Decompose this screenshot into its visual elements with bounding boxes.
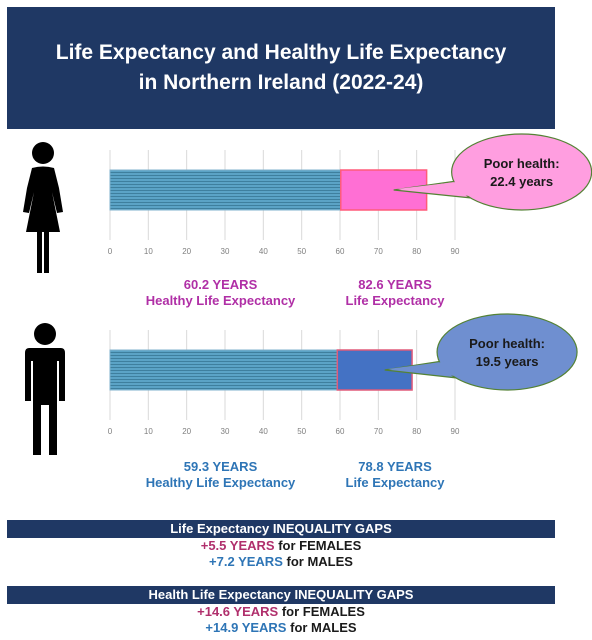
male-bubble-line-1: Poor health: — [469, 336, 545, 351]
female-tick-label: 80 — [412, 247, 421, 256]
le-gap-female: +5.5 YEARS for FEMALES — [7, 538, 555, 554]
hle-gap-male-text: for MALES — [290, 620, 357, 635]
male-person-icon — [25, 323, 65, 455]
female-total-text: Life Expectancy — [345, 293, 445, 308]
male-callout-pointer-fill — [387, 361, 457, 376]
female-person-icon — [23, 142, 63, 273]
male-tick-label: 30 — [221, 427, 230, 436]
hle-gaps-box: Health Life Expectancy INEQUALITY GAPS +… — [7, 586, 555, 636]
female-healthy-text: Healthy Life Expectancy — [145, 293, 296, 308]
le-gaps-title: Life Expectancy INEQUALITY GAPS — [7, 520, 555, 538]
hle-gap-female-text: for FEMALES — [281, 604, 365, 619]
hle-gap-male: +14.9 YEARS for MALES — [7, 620, 555, 636]
female-tick-label: 40 — [259, 247, 268, 256]
male-tick-label: 40 — [259, 427, 268, 436]
title-line-1: Life Expectancy and Healthy Life Expecta… — [55, 41, 507, 64]
female-tick-label: 50 — [297, 247, 306, 256]
female-tick-label: 90 — [451, 247, 460, 256]
male-healthy-value: 59.3 YEARS — [183, 459, 258, 474]
male-healthy-text: Healthy Life Expectancy — [145, 475, 296, 490]
female-callout-pointer-fill — [396, 181, 471, 196]
female-tick-label: 70 — [374, 247, 383, 256]
female-chart-panel: 0 10 20 30 40 50 60 70 80 90 Poor health: 22.4 year… — [100, 133, 592, 310]
female-healthy-label: 60.2 YEARS Healthy Life Expectancy — [118, 277, 323, 309]
male-tick-label: 50 — [297, 427, 306, 436]
male-chart-panel: 0 10 20 30 40 50 60 70 80 90 Poor health: 19.5 year… — [100, 313, 578, 491]
female-total-value: 82.6 YEARS — [358, 277, 432, 292]
male-healthy-bar — [109, 349, 338, 391]
female-bar-chart: 0 10 20 30 40 50 60 70 80 90 Poor health: 22.4 year… — [108, 133, 592, 256]
le-gap-female-value: +5.5 YEARS — [200, 538, 275, 553]
female-total-label: 82.6 YEARS Life Expectancy — [330, 277, 460, 309]
male-tick-label: 0 — [108, 427, 113, 436]
male-total-label: 78.8 YEARS Life Expectancy — [330, 459, 460, 491]
hle-gap-male-value: +14.9 YEARS — [205, 620, 287, 635]
le-gaps-box: Life Expectancy INEQUALITY GAPS +5.5 YEA… — [7, 520, 555, 570]
male-tick-label: 80 — [412, 427, 421, 436]
male-bar-chart: 0 10 20 30 40 50 60 70 80 90 Poor health: 19.5 year… — [108, 313, 578, 436]
male-tick-label: 70 — [374, 427, 383, 436]
male-tick-label: 90 — [451, 427, 460, 436]
hle-gap-female: +14.6 YEARS for FEMALES — [7, 604, 555, 620]
male-total-value: 78.8 YEARS — [358, 459, 432, 474]
female-tick-label: 60 — [336, 247, 345, 256]
male-tick-label: 10 — [144, 427, 153, 436]
male-healthy-label: 59.3 YEARS Healthy Life Expectancy — [118, 459, 323, 491]
female-healthy-value: 60.2 YEARS — [183, 277, 258, 292]
female-healthy-bar — [109, 169, 342, 211]
le-gap-male: +7.2 YEARS for MALES — [7, 554, 555, 570]
title-line-2: in Northern Ireland (2022-24) — [138, 71, 424, 94]
le-gap-male-value: +7.2 YEARS — [209, 554, 283, 569]
female-bubble-line-1: Poor health: — [484, 156, 560, 171]
male-bubble-line-2: 19.5 years — [476, 354, 539, 369]
male-callout-bubble — [436, 313, 578, 391]
male-tick-label: 60 — [336, 427, 345, 436]
female-tick-label: 20 — [182, 247, 191, 256]
title-banner: Life Expectancy and Healthy Life Expecta… — [7, 7, 555, 129]
le-gap-male-text: for MALES — [286, 554, 353, 569]
male-total-text: Life Expectancy — [345, 475, 445, 490]
male-tick-label: 20 — [182, 427, 191, 436]
hle-gap-female-value: +14.6 YEARS — [197, 604, 279, 619]
female-tick-label: 30 — [221, 247, 230, 256]
female-tick-label: 10 — [144, 247, 153, 256]
female-tick-label: 0 — [108, 247, 113, 256]
le-gap-female-text: for FEMALES — [278, 538, 362, 553]
female-bubble-line-2: 22.4 years — [490, 174, 553, 189]
female-callout-bubble — [451, 133, 592, 211]
hle-gaps-title: Health Life Expectancy INEQUALITY GAPS — [7, 586, 555, 604]
